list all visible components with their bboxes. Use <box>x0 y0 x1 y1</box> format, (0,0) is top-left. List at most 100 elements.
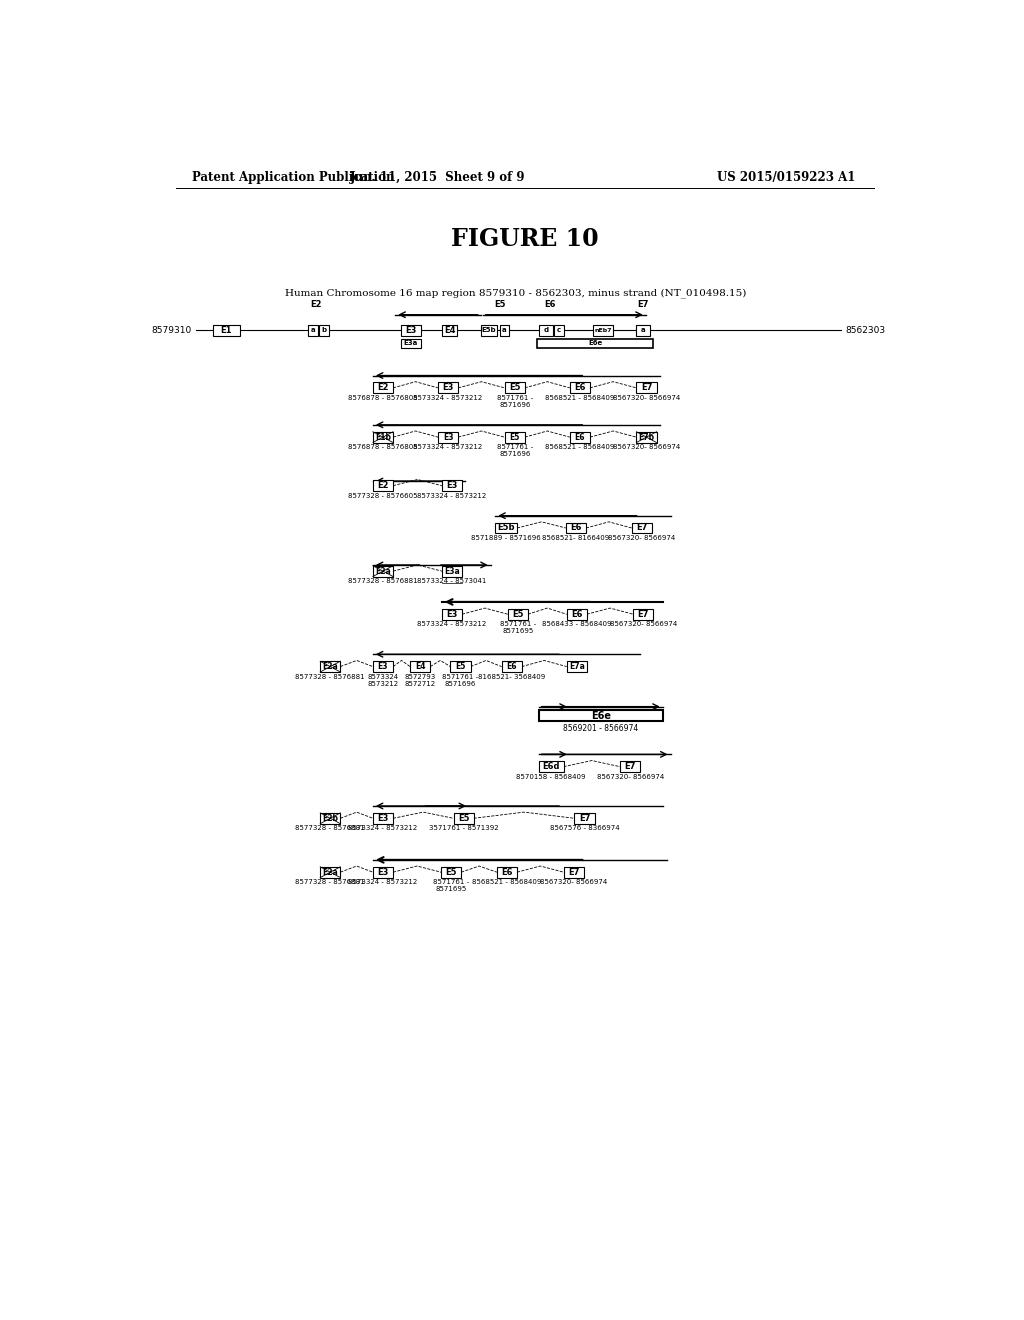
Text: 8577328 - 8576881: 8577328 - 8576881 <box>296 825 366 832</box>
Text: 8577328 - 8576605: 8577328 - 8576605 <box>348 492 418 499</box>
Text: 8567320- 8566974: 8567320- 8566974 <box>540 879 607 886</box>
Bar <box>373 867 393 878</box>
Text: 8576878 - 8576805: 8576878 - 8576805 <box>348 395 418 401</box>
Text: E5b: E5b <box>498 524 515 532</box>
Bar <box>308 325 317 335</box>
Bar <box>505 383 525 393</box>
Bar <box>563 867 584 878</box>
Text: E5: E5 <box>456 663 466 671</box>
Text: E3: E3 <box>442 433 454 442</box>
Text: E6: E6 <box>570 524 582 532</box>
Text: E6: E6 <box>574 433 585 442</box>
Text: 8573324 - 8573212: 8573324 - 8573212 <box>418 622 486 627</box>
Text: 8567320- 8566974: 8567320- 8566974 <box>612 444 680 450</box>
Bar <box>318 325 329 335</box>
Text: E6d: E6d <box>543 762 560 771</box>
Bar <box>539 762 563 772</box>
Text: E6: E6 <box>507 663 517 671</box>
Text: E2: E2 <box>377 482 389 490</box>
Bar <box>454 813 474 824</box>
Text: a: a <box>640 327 645 333</box>
Text: 8568433 - 8568409: 8568433 - 8568409 <box>542 622 611 627</box>
Text: 8567320- 8566974: 8567320- 8566974 <box>608 535 676 541</box>
Text: E1: E1 <box>221 326 232 334</box>
Text: 8573324
8573212: 8573324 8573212 <box>368 673 398 686</box>
Text: 8568521- 8166409: 8568521- 8166409 <box>543 535 609 541</box>
Text: E2: E2 <box>310 300 323 309</box>
Bar <box>569 383 590 393</box>
Text: 8570158 - 8568409: 8570158 - 8568409 <box>516 774 586 780</box>
Bar <box>633 609 653 619</box>
Bar <box>442 325 458 335</box>
Text: E5: E5 <box>510 433 520 442</box>
Text: E7: E7 <box>568 867 580 876</box>
Text: E6: E6 <box>571 610 583 619</box>
Bar <box>373 383 393 393</box>
Bar <box>539 325 553 335</box>
Text: E2a: E2a <box>323 663 338 671</box>
Text: E2b: E2b <box>323 814 338 822</box>
Bar <box>441 867 461 878</box>
Text: 8567320- 8566974: 8567320- 8566974 <box>609 622 677 627</box>
Text: 8577328 - 8576881: 8577328 - 8576881 <box>296 879 366 886</box>
Text: E6e: E6e <box>591 711 610 721</box>
Text: E7: E7 <box>625 762 636 771</box>
Text: 8577328 - 8576881: 8577328 - 8576881 <box>348 578 418 583</box>
Bar <box>400 339 421 348</box>
Bar <box>554 325 564 335</box>
Text: nEb7: nEb7 <box>594 327 611 333</box>
Text: E6: E6 <box>501 867 513 876</box>
Text: 8577328 - 8576881: 8577328 - 8576881 <box>296 673 366 680</box>
Text: 8576878 - 8576805: 8576878 - 8576805 <box>348 444 418 450</box>
Bar <box>502 661 521 672</box>
Text: 8571761 -
8571696: 8571761 - 8571696 <box>497 395 532 408</box>
Text: 8571889 - 8571696: 8571889 - 8571696 <box>471 535 541 541</box>
Text: E3: E3 <box>442 383 454 392</box>
Text: 8579310: 8579310 <box>152 326 191 334</box>
Text: b: b <box>322 327 327 333</box>
Bar <box>481 325 497 335</box>
Text: E5: E5 <box>445 867 457 876</box>
Text: 8573324 - 8573041: 8573324 - 8573041 <box>417 578 486 583</box>
Text: E3: E3 <box>377 814 389 822</box>
Text: a: a <box>502 327 507 333</box>
Bar <box>442 566 462 577</box>
Text: 8572793
8572712: 8572793 8572712 <box>404 673 436 686</box>
Text: 8568521 - 8568409: 8568521 - 8568409 <box>472 879 542 886</box>
Bar <box>566 609 587 619</box>
Text: E1b: E1b <box>375 433 391 442</box>
Text: E3a: E3a <box>403 341 418 346</box>
Text: 8567576 - 8366974: 8567576 - 8366974 <box>550 825 620 832</box>
Text: E5: E5 <box>495 300 506 309</box>
Text: Patent Application Publication: Patent Application Publication <box>191 172 394 185</box>
Bar <box>505 432 525 442</box>
Text: d: d <box>543 327 548 333</box>
Text: E3a: E3a <box>444 566 460 576</box>
Text: E7: E7 <box>636 524 647 532</box>
Text: E3: E3 <box>378 663 388 671</box>
Text: 8573324 - 8573212: 8573324 - 8573212 <box>348 879 418 886</box>
Text: 8571761 -
8571696: 8571761 - 8571696 <box>442 673 478 686</box>
Bar <box>636 383 656 393</box>
Bar <box>621 762 640 772</box>
Text: E7a: E7a <box>568 663 585 671</box>
Text: E2a: E2a <box>323 867 338 876</box>
Bar <box>213 325 240 335</box>
Bar <box>569 432 590 442</box>
Text: 8567320- 8566974: 8567320- 8566974 <box>597 774 664 780</box>
Text: E5: E5 <box>512 610 523 619</box>
Text: E7: E7 <box>638 610 649 619</box>
Bar <box>500 325 509 335</box>
Bar <box>636 325 649 335</box>
Bar <box>566 661 587 672</box>
Text: Jun. 11, 2015  Sheet 9 of 9: Jun. 11, 2015 Sheet 9 of 9 <box>350 172 525 185</box>
Text: 8569201 - 8566974: 8569201 - 8566974 <box>563 723 638 733</box>
Text: 8573324 - 8573212: 8573324 - 8573212 <box>414 444 482 450</box>
Text: E7b: E7b <box>638 433 654 442</box>
Bar <box>373 566 393 577</box>
Text: FIGURE 10: FIGURE 10 <box>451 227 599 251</box>
Text: 8168521- 3568409: 8168521- 3568409 <box>478 673 545 680</box>
Text: E5: E5 <box>458 814 469 822</box>
Text: E3: E3 <box>377 867 389 876</box>
Text: E6e: E6e <box>588 341 602 346</box>
